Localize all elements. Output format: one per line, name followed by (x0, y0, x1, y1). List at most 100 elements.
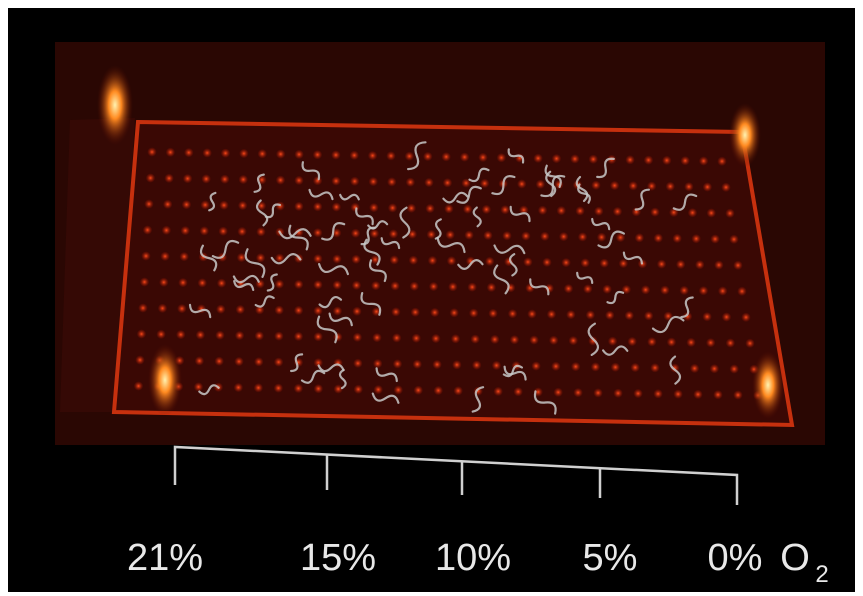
pillar (521, 231, 531, 241)
chamber (111, 119, 795, 428)
worm (407, 141, 427, 171)
pillar (146, 173, 155, 183)
worm (456, 185, 482, 204)
pillar (517, 179, 527, 189)
worm (540, 174, 566, 198)
worm (575, 175, 589, 203)
pillar (662, 155, 672, 165)
pillar (605, 310, 615, 320)
pillar (431, 334, 441, 343)
pillar (333, 306, 342, 316)
pillar (425, 204, 435, 213)
pillar (466, 256, 476, 266)
pillar (729, 234, 739, 244)
pillar (407, 229, 417, 239)
pillar (469, 308, 479, 318)
pillar (255, 279, 265, 289)
pillar (426, 230, 436, 239)
worm (472, 206, 482, 228)
worm (503, 365, 527, 381)
pillar (633, 389, 643, 398)
pillar (644, 311, 654, 321)
pillar (409, 281, 419, 291)
pillar (647, 181, 657, 191)
worms (188, 141, 698, 415)
pillar (255, 305, 265, 315)
worm (380, 237, 401, 250)
pillar (472, 360, 482, 370)
worm (375, 367, 398, 383)
pillar (673, 389, 683, 399)
scale-label: 21% (127, 537, 203, 579)
worm (264, 203, 282, 219)
pillar (613, 388, 623, 398)
worm (301, 161, 321, 181)
worm (436, 236, 466, 254)
worm (529, 278, 550, 296)
pillar (182, 200, 191, 210)
worm (507, 148, 525, 164)
pillar (332, 228, 342, 238)
pillar (294, 175, 304, 185)
worm (457, 259, 484, 270)
pillar (180, 226, 190, 236)
pillar (218, 226, 228, 236)
worm (399, 206, 411, 239)
pillar (217, 278, 227, 288)
pillar (158, 303, 167, 313)
worm (576, 271, 594, 284)
pillar (570, 154, 580, 164)
pillar (551, 361, 561, 371)
worm (508, 253, 518, 277)
pillar (220, 174, 230, 184)
pillar (238, 201, 248, 210)
pillar (352, 332, 362, 342)
pillar (737, 286, 747, 296)
worm (199, 244, 218, 272)
pillar (733, 390, 743, 400)
outlet (752, 351, 784, 419)
pillar (332, 280, 342, 290)
pillar (580, 258, 590, 268)
pillar (478, 152, 488, 162)
pillar (683, 311, 693, 321)
pillar (141, 251, 151, 261)
worm (602, 345, 629, 356)
pillar (452, 360, 462, 370)
worm (233, 280, 255, 291)
pillar (423, 152, 433, 161)
worm (328, 312, 353, 327)
worm (318, 295, 343, 309)
pillar (164, 173, 174, 183)
pillar (690, 363, 700, 373)
pillar (350, 176, 360, 186)
worm (254, 295, 275, 308)
pillar (676, 259, 686, 269)
worm (355, 207, 374, 226)
pillar (331, 176, 341, 186)
pillar (667, 337, 676, 347)
pillar (386, 151, 396, 161)
pillar (533, 153, 543, 163)
pillar (332, 254, 342, 264)
pillar (313, 332, 323, 342)
pillar (313, 202, 323, 212)
pillar (411, 333, 421, 343)
inlet (97, 65, 133, 145)
worm (587, 322, 600, 356)
pillar (195, 330, 205, 340)
pillar (710, 234, 720, 244)
pillar (444, 204, 454, 214)
pillar (138, 303, 148, 313)
pillar (553, 387, 563, 397)
pillar (745, 338, 755, 348)
pillar (531, 361, 541, 371)
pillar (500, 205, 510, 215)
pillar (443, 178, 452, 188)
pillar (542, 257, 552, 267)
pillar (527, 309, 537, 319)
pillar (256, 253, 266, 263)
pillar (566, 310, 576, 320)
pillar (147, 147, 157, 157)
pillar (699, 156, 709, 166)
